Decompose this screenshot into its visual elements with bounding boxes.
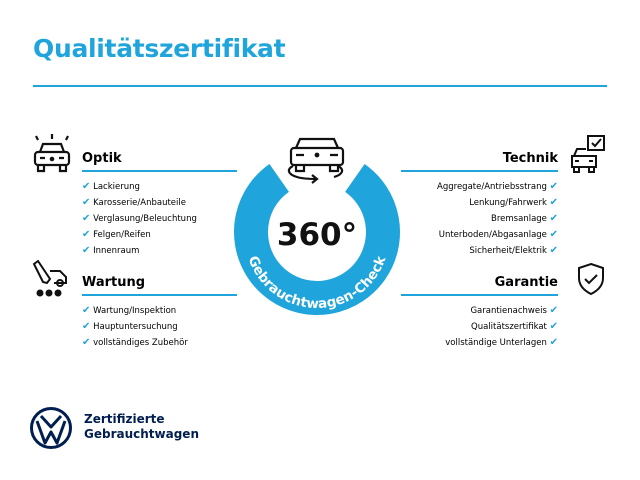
optik-list: ✔ Lackierung ✔ Karosserie/Anbauteile ✔ V… <box>82 179 197 259</box>
section-title-wartung: Wartung <box>82 275 146 290</box>
page-title: Qualitätszertifikat <box>33 34 286 63</box>
check-icon: ✔ <box>82 337 91 348</box>
list-item: ✔ Karosserie/Anbauteile <box>82 197 186 208</box>
list-item: ✔ Hauptuntersuchung <box>82 321 178 332</box>
garantie-list: Garantienachweis ✔ Qualitätszertifikat ✔… <box>445 303 558 351</box>
check-icon: ✔ <box>82 229 91 240</box>
360-label: 360° <box>277 217 357 253</box>
list-item: Unterboden/Abgasanlage ✔ <box>438 229 558 240</box>
check-icon: ✔ <box>549 197 558 208</box>
check-icon: ✔ <box>549 181 558 192</box>
list-item: ✔ Verglasung/Beleuchtung <box>82 213 197 224</box>
section-title-technik: Technik <box>502 151 558 166</box>
optik-divider <box>82 170 237 172</box>
list-item: ✔ Wartung/Inspektion <box>82 305 177 316</box>
check-icon: ✔ <box>82 197 91 208</box>
technik-list: Aggregate/Antriebsstrang ✔ Lenkung/Fahrw… <box>437 179 558 259</box>
check-icon: ✔ <box>82 181 91 192</box>
wartung-list: ✔ Wartung/Inspektion ✔ Hauptuntersuchung… <box>82 303 188 351</box>
technik-divider <box>401 170 558 172</box>
list-item: ✔ Lackierung <box>82 181 140 192</box>
check-icon: ✔ <box>549 213 558 224</box>
check-icon: ✔ <box>82 321 91 332</box>
list-item: Garantienachweis ✔ <box>470 305 558 316</box>
car-checklist-icon <box>571 135 605 173</box>
check-icon: ✔ <box>549 305 558 316</box>
list-item: vollständige Unterlagen ✔ <box>445 337 558 348</box>
check-icon: ✔ <box>82 245 91 256</box>
vw-logo <box>30 407 72 449</box>
check-icon: ✔ <box>549 245 558 256</box>
check-icon: ✔ <box>549 337 558 348</box>
list-item: Bremsanlage ✔ <box>491 213 558 224</box>
list-item: Sicherheit/Elektrik ✔ <box>469 245 558 256</box>
list-item: Lenkung/Fahrwerk ✔ <box>469 197 558 208</box>
title-divider <box>33 85 607 87</box>
check-icon: ✔ <box>549 321 558 332</box>
list-item: ✔ Innenraum <box>82 245 140 256</box>
check-icon: ✔ <box>549 229 558 240</box>
service-tool-icon <box>32 259 67 297</box>
wartung-divider <box>82 294 237 296</box>
ring <box>234 148 400 315</box>
check-icon: ✔ <box>82 213 91 224</box>
list-item: Aggregate/Antriebsstrang ✔ <box>437 181 558 192</box>
brand-text: Zertifizierte Gebrauchtwagen <box>84 412 199 441</box>
check-icon: ✔ <box>82 305 91 316</box>
section-title-optik: Optik <box>82 151 122 166</box>
shield-check-icon <box>578 262 604 296</box>
list-item: Qualitätszertifikat ✔ <box>471 321 558 332</box>
section-title-garantie: Garantie <box>494 275 558 290</box>
garantie-divider <box>401 294 558 296</box>
car-rotate-icon <box>287 137 345 184</box>
list-item: ✔ vollständiges Zubehör <box>82 337 188 348</box>
car-lights-icon <box>33 134 71 173</box>
list-item: ✔ Felgen/Reifen <box>82 229 151 240</box>
